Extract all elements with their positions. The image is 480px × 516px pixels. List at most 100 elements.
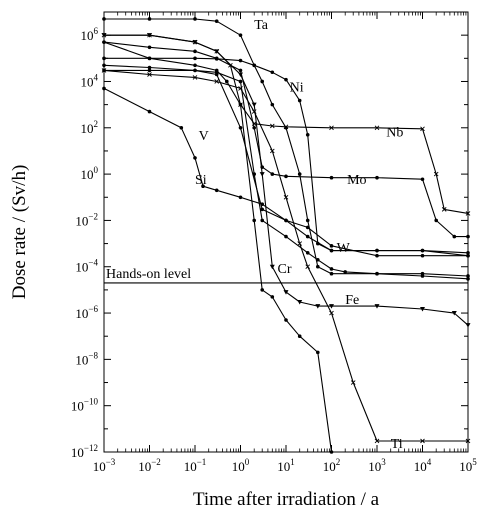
data-point (375, 253, 379, 258)
data-point (297, 300, 303, 305)
data-point (329, 310, 334, 316)
data-point (316, 257, 320, 262)
data-point (147, 68, 152, 73)
series-v: V (102, 40, 334, 454)
data-point (269, 123, 275, 129)
data-point (269, 148, 275, 154)
data-point (343, 270, 347, 274)
x-tick-label: 104 (414, 457, 432, 474)
data-point (270, 172, 275, 176)
data-point (147, 17, 152, 21)
data-point (147, 33, 152, 38)
y-tick-label: 102 (81, 119, 99, 136)
data-point (147, 72, 152, 77)
data-point (297, 334, 302, 339)
data-point (214, 79, 220, 84)
data-point (375, 248, 379, 253)
data-point (452, 234, 457, 239)
x-tick-label: 10−2 (138, 457, 161, 474)
data-point (305, 264, 311, 270)
series-label-fe: Fe (345, 293, 359, 308)
series-ta: Ta (102, 17, 470, 281)
series-w: W (102, 63, 470, 258)
data-point (214, 70, 219, 75)
series-cr: Cr (102, 68, 470, 278)
series-line-mo (103, 41, 468, 238)
data-point (225, 79, 229, 84)
data-point (284, 318, 288, 322)
y-tick-label: 10−2 (75, 211, 98, 228)
data-point (270, 102, 275, 107)
data-point (252, 125, 256, 130)
series-line-nb (104, 34, 469, 214)
data-point (465, 438, 471, 444)
data-point (465, 323, 471, 328)
data-point (260, 79, 265, 84)
data-point (420, 253, 425, 258)
data-point (147, 65, 152, 70)
data-point (329, 244, 334, 248)
data-point (101, 33, 107, 38)
hands-on-level-label: Hands-on level (106, 267, 191, 282)
data-point (284, 234, 288, 239)
data-point (297, 98, 302, 103)
data-point (192, 75, 198, 80)
data-point (270, 70, 275, 75)
series-label-si: Si (195, 173, 207, 188)
data-point (214, 19, 219, 24)
y-tick-label: 10−10 (71, 397, 99, 414)
data-point (375, 271, 379, 276)
data-point (201, 184, 205, 189)
data-point (466, 234, 470, 239)
y-tick-label: 10−6 (75, 304, 98, 321)
series-label-ni: Ni (290, 81, 304, 96)
data-point (270, 295, 275, 299)
axis-ticks (103, 11, 469, 453)
series-line-si (103, 87, 469, 254)
y-tick-label: 106 (81, 26, 99, 43)
x-tick-label: 100 (232, 457, 250, 474)
data-point (102, 17, 106, 21)
series-si: Si (102, 86, 470, 255)
data-point (214, 56, 219, 61)
data-point (305, 225, 310, 230)
data-point (305, 234, 310, 239)
data-point (238, 72, 243, 78)
data-point (329, 125, 334, 131)
data-point (305, 132, 310, 137)
data-point (284, 174, 288, 179)
data-point (466, 250, 470, 255)
series-label-cr: Cr (277, 262, 291, 277)
data-point (283, 290, 289, 295)
data-point (193, 156, 197, 160)
data-point (193, 56, 197, 61)
data-point (374, 304, 380, 309)
series-label-ti: Ti (391, 437, 403, 452)
data-point (102, 86, 106, 91)
data-point (102, 40, 106, 44)
x-tick-label: 103 (368, 457, 386, 474)
data-point (329, 267, 334, 271)
data-point (316, 350, 320, 355)
data-point (238, 79, 243, 84)
hands-on-reference: Hands-on level (104, 267, 468, 284)
data-point (260, 288, 265, 292)
x-tick-label: 10−1 (184, 457, 207, 474)
data-point (375, 175, 379, 180)
data-point (214, 49, 220, 54)
data-point (252, 172, 256, 176)
data-point (420, 438, 425, 444)
series-line-w (103, 64, 468, 257)
data-point (193, 49, 197, 54)
data-point (466, 253, 470, 258)
x-tick-label: 102 (323, 457, 341, 474)
data-point (238, 86, 243, 91)
x-tick-label: 105 (459, 457, 477, 474)
data-point (283, 124, 289, 130)
data-point (252, 218, 256, 223)
data-point (420, 248, 425, 253)
x-axis-title: Time after irradiation / a (193, 489, 380, 510)
data-point (179, 125, 184, 130)
data-point (420, 306, 425, 312)
data-point (329, 175, 334, 180)
